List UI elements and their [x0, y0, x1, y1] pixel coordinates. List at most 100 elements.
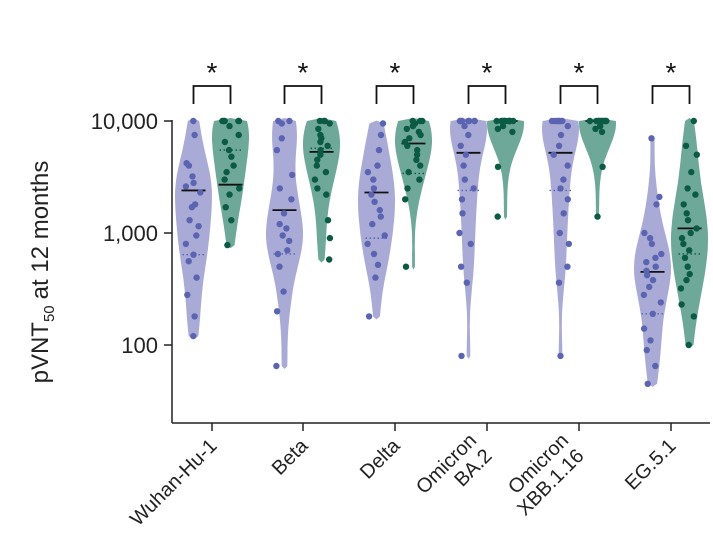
data-point [197, 189, 204, 196]
data-point [278, 135, 285, 142]
data-point [560, 176, 567, 183]
data-point [693, 151, 700, 158]
x-category-label: Wuhan-Hu-1 [126, 435, 221, 530]
significance-bracket [467, 85, 507, 104]
data-point [190, 332, 197, 340]
data-point [273, 362, 280, 370]
data-point [230, 162, 237, 169]
data-point [190, 179, 197, 187]
data-point [677, 285, 685, 292]
data-point [274, 250, 282, 258]
data-point [315, 125, 322, 133]
data-point [599, 163, 606, 170]
data-point [457, 117, 464, 125]
data-point [377, 213, 384, 220]
data-point [369, 220, 376, 228]
data-point [692, 191, 699, 198]
data-point [652, 263, 659, 270]
data-point [494, 213, 501, 220]
data-point [649, 310, 656, 317]
data-point [236, 185, 243, 192]
data-point [684, 217, 692, 224]
significance-marker: * [482, 57, 493, 88]
data-point [688, 168, 695, 176]
y-axis-label-suffix: at 12 months [27, 161, 54, 300]
data-point [565, 240, 573, 248]
data-point [461, 176, 468, 183]
data-point [372, 274, 379, 281]
data-point [598, 128, 606, 136]
data-point [557, 352, 564, 360]
data-point [564, 196, 571, 203]
data-point [678, 301, 685, 308]
data-point [557, 185, 564, 192]
data-point [228, 217, 235, 224]
data-point [276, 185, 283, 192]
data-point [289, 171, 296, 179]
data-point [653, 201, 660, 208]
data-point [276, 220, 283, 228]
data-point [376, 206, 383, 214]
data-point [284, 247, 291, 254]
data-point [413, 151, 421, 158]
data-point [586, 117, 594, 125]
violin-shape [266, 118, 303, 369]
data-point [365, 313, 373, 320]
data-point [370, 250, 378, 258]
x-category-label: Beta [268, 434, 313, 479]
data-point [402, 263, 410, 270]
data-point [640, 325, 648, 332]
data-point [280, 288, 287, 295]
data-point [494, 163, 502, 170]
data-point [403, 125, 410, 133]
data-point [226, 191, 233, 198]
data-point [278, 120, 285, 127]
data-point [467, 240, 474, 248]
x-category-label: EG.5.1 [621, 435, 681, 495]
data-point [224, 241, 231, 249]
violin-shape [542, 118, 579, 359]
data-point [185, 162, 193, 169]
data-point [182, 183, 190, 190]
data-point [364, 168, 372, 176]
data-point [402, 196, 409, 203]
data-point [680, 201, 687, 208]
data-point [643, 258, 650, 266]
data-point [457, 142, 464, 149]
data-point [371, 198, 378, 205]
y-axis-label-main: pVNT [27, 322, 54, 384]
data-point [280, 210, 288, 217]
significance-bracket [559, 85, 599, 104]
y-axis-label: pVNT50 at 12 months [27, 161, 58, 384]
data-point [417, 117, 424, 125]
y-tick-label: 10,000 [91, 109, 158, 134]
data-point [558, 117, 565, 125]
data-point [222, 204, 229, 211]
data-point [228, 153, 235, 160]
data-point [652, 362, 659, 370]
data-point [471, 117, 478, 125]
data-point [276, 263, 283, 270]
data-point [680, 240, 687, 248]
data-point [377, 131, 385, 139]
data-point [564, 122, 571, 130]
data-point [368, 191, 375, 198]
data-point [686, 247, 693, 254]
data-point [413, 156, 420, 163]
data-point [597, 122, 604, 130]
data-point [314, 185, 321, 192]
data-point [374, 261, 382, 268]
data-point [409, 122, 417, 130]
violin-shape [450, 118, 487, 359]
data-point [279, 232, 286, 239]
data-point [641, 229, 648, 237]
data-point [184, 291, 191, 299]
data-point [462, 151, 470, 158]
data-point [548, 117, 556, 125]
data-point [326, 256, 333, 263]
data-point [643, 272, 651, 279]
data-point [191, 131, 198, 139]
data-point [417, 131, 424, 139]
data-point [640, 291, 648, 299]
data-point [189, 173, 196, 180]
